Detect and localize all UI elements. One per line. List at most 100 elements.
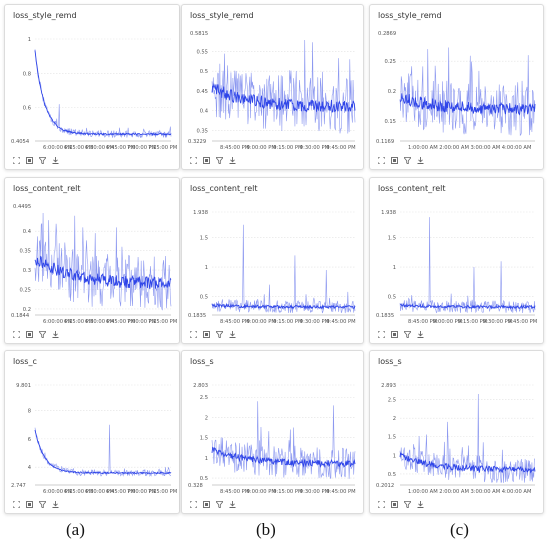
- chart-card-b-loss-content-relt: loss_content_relt 1.938 1.5 1 0.5 0.1835 8:45:…: [181, 177, 364, 344]
- chart-toolbar: [13, 501, 59, 508]
- chart-card-a-loss-c: loss_c 9.801 8 6 4 2.747 6:00:00 PM 6:15:00 PM 6…: [4, 350, 180, 514]
- zoom-icon[interactable]: [391, 157, 398, 164]
- series-smoothed-line: [399, 303, 536, 310]
- ytick-label: 0.5: [388, 294, 396, 300]
- ytick-label: 0.8: [23, 71, 31, 77]
- ytick-label: 0.2: [388, 89, 396, 95]
- zoom-icon[interactable]: [203, 157, 210, 164]
- ytick-label: 1: [393, 265, 396, 271]
- chart-title: loss_style_remd: [13, 11, 77, 20]
- fullscreen-icon[interactable]: [13, 331, 20, 338]
- chart-plot: 0.25 0.2 0.15 0.2869 0.1169 1:00:00 AM 2:00:00…: [376, 31, 536, 151]
- filter-icon[interactable]: [404, 331, 411, 338]
- fullscreen-icon[interactable]: [13, 157, 20, 164]
- zoom-icon[interactable]: [391, 331, 398, 338]
- series-smoothed-line: [211, 303, 356, 310]
- ytick-label: 2: [205, 415, 208, 421]
- download-icon[interactable]: [417, 157, 424, 164]
- series-smoothed-line: [211, 446, 356, 468]
- xtick-label: 2:00:00 AM: [439, 145, 469, 151]
- ytick-label: 0.5: [200, 476, 208, 482]
- xtick-label: 9:00:00 PM: [247, 145, 276, 151]
- fullscreen-icon[interactable]: [378, 331, 385, 338]
- filter-icon[interactable]: [216, 501, 223, 508]
- ytick-label: 1.938: [381, 210, 396, 216]
- filter-icon[interactable]: [404, 501, 411, 508]
- ytick-label: 6: [28, 437, 31, 443]
- download-icon[interactable]: [52, 157, 59, 164]
- xtick-label: 7:15:00 PM: [148, 319, 177, 325]
- ymax-label: 0.2869: [378, 31, 396, 37]
- chart-card-b-loss-s: loss_s 2.803 2.5 2 1.5 1 0.5 0.328 8:45:00 PM 9:0…: [181, 350, 364, 514]
- chart-plot: 9.801 8 6 4 2.747 6:00:00 PM6:15:00 PM6:30:00…: [11, 383, 177, 495]
- ymin-label: 0.328: [188, 483, 203, 489]
- filter-icon[interactable]: [39, 501, 46, 508]
- chart-card-a-loss-content-relt: loss_content_relt 0.4 0.35 0.3 0.25 0.2 0.4495…: [4, 177, 180, 344]
- chart-card-b-loss-style-remd: loss_style_remd 0.55 0.5 0.45 0.4 0.35 0.5815 0…: [181, 4, 364, 170]
- fullscreen-icon[interactable]: [190, 501, 197, 508]
- ytick-label: 1: [28, 37, 31, 43]
- filter-icon[interactable]: [39, 157, 46, 164]
- download-icon[interactable]: [417, 501, 424, 508]
- filter-icon[interactable]: [216, 157, 223, 164]
- xtick-label: 6:30:00 PM: [85, 319, 114, 325]
- zoom-icon[interactable]: [203, 501, 210, 508]
- chart-title: loss_s: [378, 357, 402, 366]
- series-raw-line: [211, 224, 356, 314]
- xtick-label: 6:15:00 PM: [64, 145, 93, 151]
- ytick-label: 0.45: [196, 89, 208, 95]
- ytick-label: 9.801: [16, 383, 31, 389]
- download-icon[interactable]: [417, 331, 424, 338]
- fullscreen-icon[interactable]: [13, 501, 20, 508]
- chart-plot: 0.55 0.5 0.45 0.4 0.35 0.5815 0.3229 8:45:00 PM…: [188, 31, 356, 151]
- fullscreen-icon[interactable]: [378, 157, 385, 164]
- chart-toolbar: [13, 331, 59, 338]
- zoom-icon[interactable]: [26, 501, 33, 508]
- fullscreen-icon[interactable]: [190, 331, 197, 338]
- ytick-label: 0.15: [384, 119, 396, 125]
- download-icon[interactable]: [52, 501, 59, 508]
- caption-a: (a): [66, 520, 85, 539]
- fullscreen-icon[interactable]: [378, 501, 385, 508]
- caption-c: (c): [450, 520, 469, 539]
- xtick-label: 6:45:00 PM: [106, 489, 135, 495]
- download-icon[interactable]: [229, 157, 236, 164]
- filter-icon[interactable]: [404, 157, 411, 164]
- xtick-label: 7:15:00 PM: [148, 145, 177, 151]
- filter-icon[interactable]: [216, 331, 223, 338]
- ymin-label: 0.4054: [11, 139, 30, 145]
- xtick-label: 9:45:00 PM: [508, 319, 537, 325]
- xtick-label: 9:30:00 PM: [300, 319, 329, 325]
- series-raw-line: [34, 213, 172, 311]
- series-smoothed-line: [34, 255, 172, 289]
- ytick-label: 0.4: [23, 229, 32, 235]
- xtick-label: 8:45:00 PM: [220, 319, 249, 325]
- chart-toolbar: [378, 501, 424, 508]
- filter-icon[interactable]: [39, 331, 46, 338]
- ytick-label: 1: [205, 265, 208, 271]
- xtick-label: 9:30:00 PM: [300, 489, 329, 495]
- download-icon[interactable]: [229, 501, 236, 508]
- chart-title: loss_content_relt: [378, 184, 446, 193]
- zoom-icon[interactable]: [203, 331, 210, 338]
- download-icon[interactable]: [229, 331, 236, 338]
- ytick-label: 2.5: [200, 395, 208, 401]
- ytick-label: 1.5: [200, 436, 208, 442]
- chart-title: loss_s: [190, 357, 214, 366]
- zoom-icon[interactable]: [26, 157, 33, 164]
- zoom-icon[interactable]: [391, 501, 398, 508]
- fullscreen-icon[interactable]: [190, 157, 197, 164]
- ytick-label: 1.5: [200, 236, 208, 242]
- zoom-icon[interactable]: [26, 331, 33, 338]
- series-raw-line: [211, 401, 356, 479]
- ymin-label: 0.2012: [376, 483, 394, 489]
- xtick-label: 7:00:00 PM: [127, 489, 156, 495]
- series-raw-line: [34, 49, 172, 138]
- chart-card-c-loss-s: loss_s 2.893 2.5 2 1.5 1 0.5 0.2012 1:00:00 AM 2:…: [369, 350, 544, 514]
- download-icon[interactable]: [52, 331, 59, 338]
- chart-plot: 1 0.8 0.6 0.4054 6:00:00 PM6:15:00 PM6:30:00…: [11, 37, 177, 151]
- ytick-label: 2.803: [193, 383, 208, 389]
